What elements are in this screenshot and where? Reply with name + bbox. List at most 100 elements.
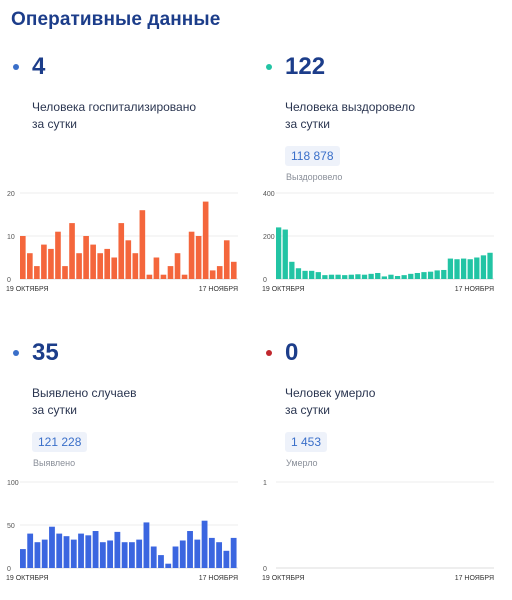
- detected-total: 121 228: [32, 432, 88, 452]
- bar: [209, 270, 216, 279]
- bar: [348, 274, 354, 279]
- recovered-total-label: Выздоровело: [286, 172, 343, 182]
- bar: [282, 229, 288, 279]
- bar: [20, 236, 26, 279]
- bar: [20, 549, 26, 568]
- deaths-total-label: Умерло: [286, 458, 318, 468]
- bar: [167, 266, 174, 279]
- x-start-label: 19 ОКТЯБРЯ: [262, 575, 305, 582]
- y-tick-label: 100: [7, 480, 19, 487]
- label-line-2: за сутки: [32, 403, 77, 417]
- bar: [381, 276, 387, 279]
- label-line-2: за сутки: [285, 117, 330, 131]
- bar: [181, 274, 188, 279]
- bar: [394, 275, 401, 279]
- bar: [328, 274, 335, 279]
- bar: [85, 535, 92, 568]
- y-tick-label: 1: [263, 480, 267, 487]
- bar: [414, 272, 421, 279]
- bar: [27, 253, 33, 279]
- y-tick-label: 50: [7, 523, 15, 530]
- bar: [114, 531, 121, 568]
- bar: [441, 269, 447, 279]
- bar: [355, 274, 361, 279]
- bar: [118, 223, 125, 279]
- card-detected: 35 Выявлено случаев за сутки 121 228 Выя…: [11, 338, 251, 468]
- bar: [302, 270, 308, 279]
- bar: [401, 275, 407, 279]
- bar: [76, 253, 82, 279]
- bar: [48, 248, 54, 279]
- bar: [434, 270, 440, 279]
- label-line-2: за сутки: [285, 403, 330, 417]
- detected-number: 35: [32, 339, 59, 366]
- bar: [427, 271, 434, 279]
- bar: [174, 253, 181, 279]
- bar: [361, 274, 368, 279]
- bar: [78, 533, 84, 568]
- bar: [136, 539, 143, 568]
- bar: [223, 240, 230, 279]
- bar: [158, 555, 164, 568]
- bar: [467, 259, 473, 279]
- bar: [368, 273, 374, 279]
- hospitalized-label: Человека госпитализировано за сутки: [32, 99, 232, 133]
- bar: [216, 542, 223, 568]
- status-dot: [266, 350, 272, 356]
- bar: [99, 542, 106, 568]
- deaths-chart: 0 1 19 ОКТЯБРЯ 17 НОЯБРЯ: [262, 480, 494, 582]
- bar: [194, 539, 201, 568]
- y-tick-label: 20: [7, 191, 15, 198]
- bar: [388, 274, 394, 279]
- recovered-label: Человека выздоровело за сутки: [285, 99, 485, 133]
- card-hospitalized: 4 Человека госпитализировано за сутки: [11, 52, 251, 133]
- bar: [230, 261, 237, 279]
- x-start-label: 19 ОКТЯБРЯ: [6, 575, 49, 582]
- bar: [56, 533, 63, 568]
- bar: [55, 231, 61, 279]
- hospitalized-number: 4: [32, 53, 46, 80]
- bar: [375, 272, 381, 279]
- card-recovered: 122 Человека выздоровело за сутки 118 87…: [264, 52, 504, 182]
- bar: [322, 275, 328, 279]
- bar: [104, 248, 111, 279]
- bar: [295, 268, 302, 279]
- bar: [216, 266, 223, 279]
- bar: [172, 546, 179, 568]
- bar: [125, 240, 132, 279]
- bar: [69, 223, 75, 279]
- x-end-label: 17 НОЯБРЯ: [199, 575, 238, 582]
- label-line-1: Человек умерло: [285, 386, 376, 400]
- bar: [153, 257, 160, 279]
- hospitalized-chart: 0 10 20 19 ОКТЯБРЯ 17 НОЯБРЯ: [6, 191, 238, 293]
- bar: [27, 533, 34, 568]
- bar: [289, 261, 295, 279]
- detected-total-label: Выявлено: [33, 458, 76, 468]
- bar: [139, 210, 146, 279]
- bar: [70, 539, 77, 568]
- y-tick-label: 0: [7, 566, 11, 573]
- page-title: Оперативные данные: [11, 9, 221, 30]
- label-line-1: Человека выздоровело: [285, 100, 416, 114]
- bar: [41, 539, 48, 568]
- deaths-number: 0: [285, 339, 299, 366]
- x-end-label: 17 НОЯБРЯ: [455, 575, 494, 582]
- bar: [92, 531, 99, 568]
- y-tick-label: 400: [263, 191, 275, 198]
- bar: [143, 522, 150, 568]
- bar: [309, 270, 315, 279]
- deaths-label: Человек умерло за сутки: [285, 385, 485, 419]
- bar: [111, 257, 118, 279]
- y-tick-label: 10: [7, 234, 15, 241]
- recovered-number: 122: [285, 53, 326, 80]
- bar: [487, 252, 493, 279]
- bar: [188, 231, 195, 279]
- bar: [195, 236, 202, 279]
- bar: [165, 563, 172, 568]
- x-start-label: 19 ОКТЯБРЯ: [262, 286, 305, 293]
- x-end-label: 17 НОЯБРЯ: [199, 286, 238, 293]
- bar: [276, 227, 282, 279]
- bar: [62, 266, 68, 279]
- bar: [187, 531, 193, 568]
- y-tick-label: 0: [7, 277, 11, 284]
